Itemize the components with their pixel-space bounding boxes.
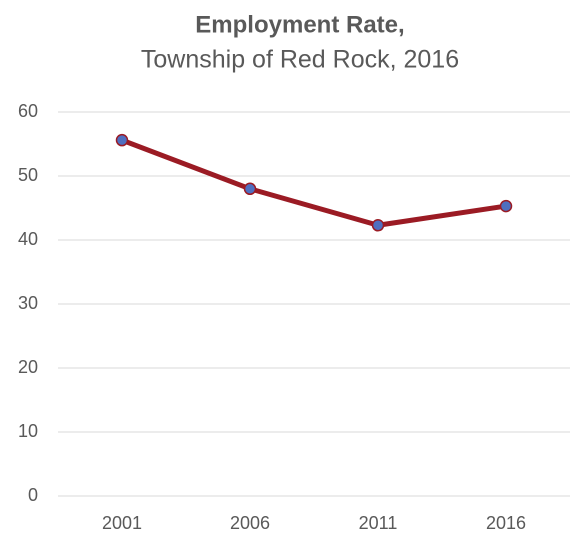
y-tick-label: 0 bbox=[28, 485, 38, 505]
chart-subtitle: Township of Red Rock, 2016 bbox=[141, 46, 459, 74]
x-tick-label: 2011 bbox=[359, 513, 398, 533]
marker bbox=[243, 182, 257, 196]
y-tick-label: 30 bbox=[18, 293, 38, 313]
marker bbox=[115, 133, 129, 147]
y-tick-label: 20 bbox=[18, 357, 38, 377]
y-tick-label: 40 bbox=[18, 229, 38, 249]
marker bbox=[499, 199, 513, 213]
y-tick-label: 10 bbox=[18, 421, 38, 441]
x-tick-label: 2016 bbox=[486, 513, 526, 533]
marker bbox=[371, 219, 385, 232]
y-tick-label: 60 bbox=[18, 101, 38, 121]
chart-title: Employment Rate, bbox=[195, 11, 404, 38]
y-tick-label: 50 bbox=[18, 165, 38, 185]
x-tick-label: 2001 bbox=[102, 513, 142, 533]
x-tick-label: 2006 bbox=[230, 513, 270, 533]
line bbox=[121, 137, 507, 228]
